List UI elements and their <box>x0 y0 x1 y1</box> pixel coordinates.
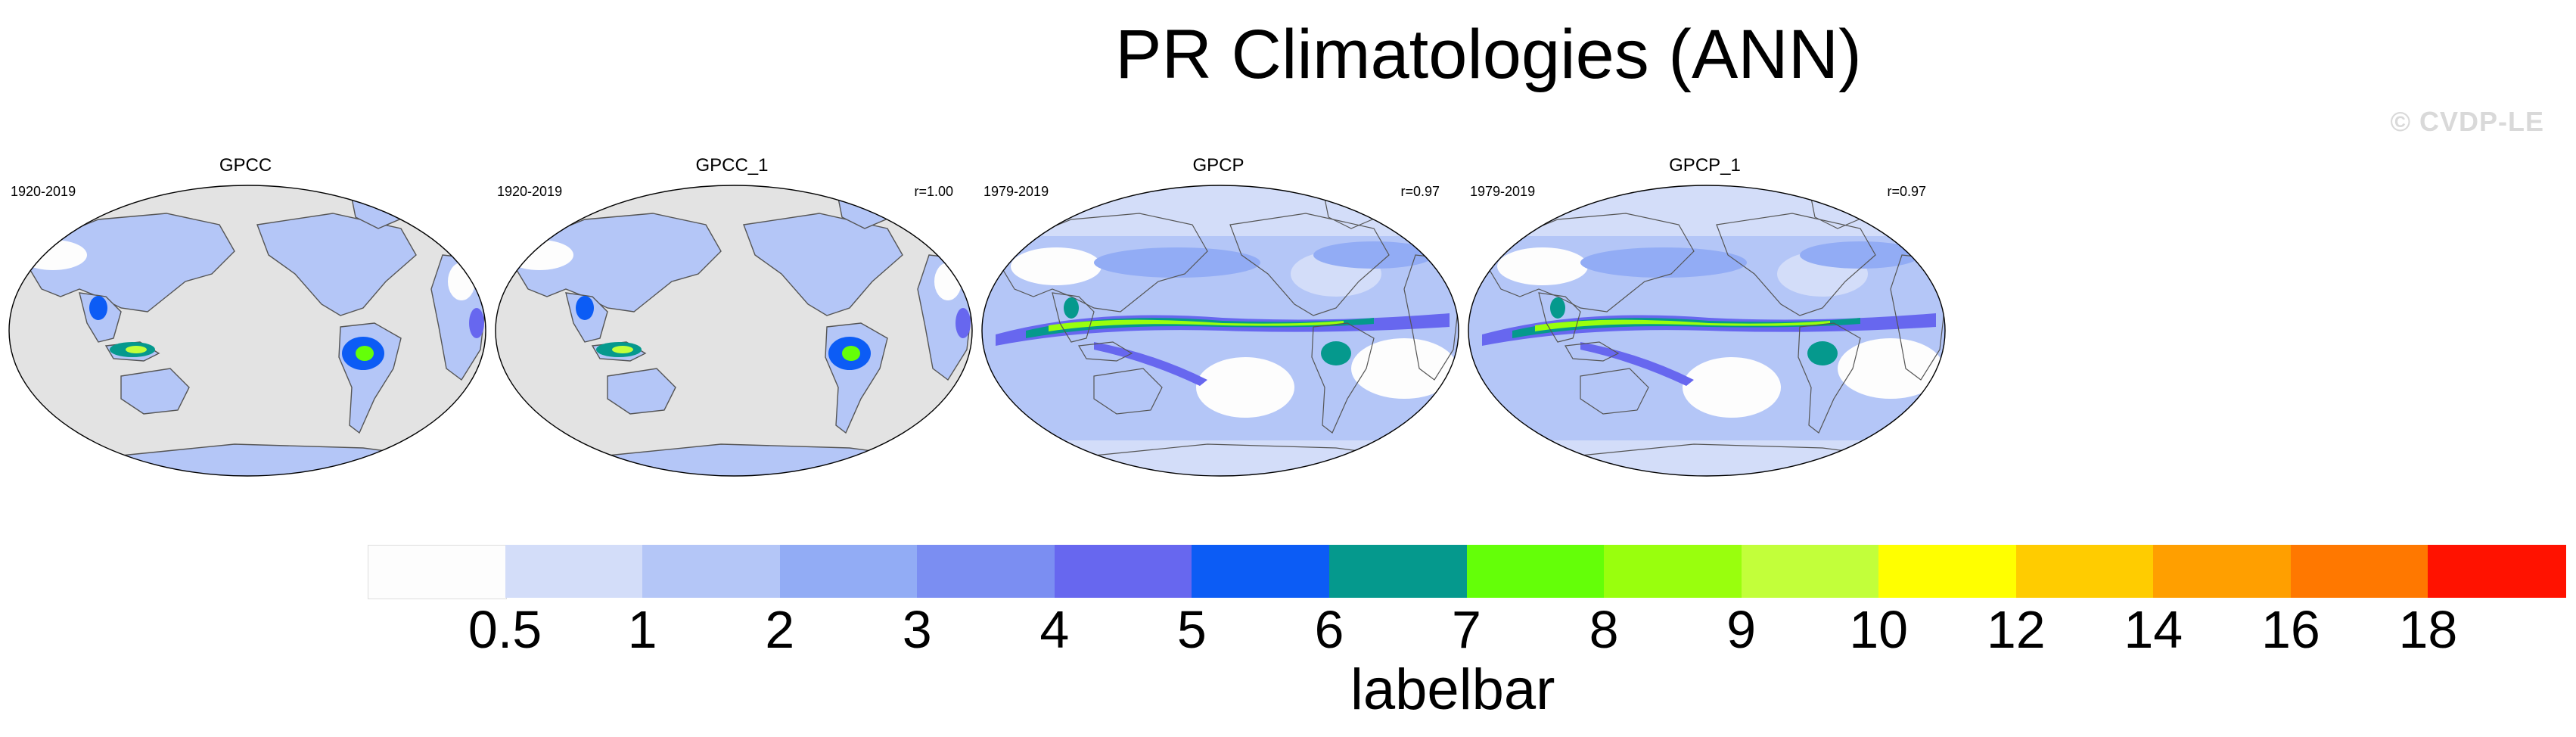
colorbar-tick-label: 5 <box>1176 600 1207 659</box>
panel-title: GPCC <box>219 155 272 176</box>
panel-title: GPCP_1 <box>1669 155 1741 176</box>
colorbar-box <box>779 545 918 598</box>
colorbar-label: labelbar <box>1350 658 1555 722</box>
panel-period: 1979-2019 <box>983 184 1049 199</box>
colorbar-box <box>1466 545 1605 598</box>
colorbar-box <box>505 545 643 598</box>
colorbar-box <box>1192 545 1330 598</box>
colorbar-tick-label: 0.5 <box>468 600 542 659</box>
colorbar-box <box>2290 545 2428 598</box>
panel-period: 1920-2019 <box>11 184 76 199</box>
map-land <box>495 185 973 477</box>
watermark: © CVDP-LE <box>2390 106 2544 137</box>
colorbar-tick-label: 18 <box>2398 600 2458 659</box>
panel-title: GPCP <box>1192 155 1244 176</box>
panel-period: 1979-2019 <box>1470 184 1536 199</box>
colorbar-tick-label: 2 <box>765 600 795 659</box>
colorbar <box>368 545 2566 599</box>
colorbar-box <box>1741 545 1879 598</box>
colorbar-box <box>368 545 508 599</box>
colorbar-tick-label: 6 <box>1314 600 1344 659</box>
colorbar-tick-label: 10 <box>1849 600 1909 659</box>
colorbar-tick-label: 7 <box>1452 600 1481 659</box>
colorbar-box <box>642 545 781 598</box>
colorbar-box <box>1054 545 1192 598</box>
map-land <box>8 185 486 477</box>
colorbar-tick-label: 8 <box>1589 600 1619 659</box>
colorbar-box <box>1604 545 1742 598</box>
colorbar-box <box>2428 545 2566 598</box>
panel-period: 1920-2019 <box>497 184 563 199</box>
panel-correlation: r=0.97 <box>1400 184 1440 199</box>
colorbar-tick-label: 14 <box>2124 600 2183 659</box>
figure-title: PR Climatologies (ANN) <box>1115 16 1862 93</box>
colorbar-box <box>1328 545 1467 598</box>
colorbar-box <box>2015 545 2154 598</box>
colorbar-box <box>2153 545 2292 598</box>
colorbar-box <box>917 545 1055 598</box>
colorbar-tick-label: 12 <box>1986 600 2046 659</box>
map-global <box>981 185 1459 477</box>
map-global <box>1468 185 1946 477</box>
map-panel-gpcp: GPCP 1979-2019 r=0.97 <box>974 155 1462 480</box>
colorbar-box <box>1878 545 2017 598</box>
colorbar-tick-label: 1 <box>627 600 657 659</box>
colorbar-tick-label: 9 <box>1726 600 1757 659</box>
colorbar-tick-label: 3 <box>902 600 932 659</box>
colorbar-tick-label: 4 <box>1039 600 1070 659</box>
panel-correlation: r=1.00 <box>914 184 953 199</box>
map-panel-gpcc-1: GPCC_1 1920-2019 r=1.00 <box>488 155 976 480</box>
map-panel-gpcc: GPCC 1920-2019 <box>2 155 489 480</box>
panel-correlation: r=0.97 <box>1887 184 1926 199</box>
panel-title: GPCC_1 <box>695 155 769 176</box>
colorbar-tick-label: 16 <box>2261 600 2320 659</box>
map-panel-gpcp-1: GPCP_1 1979-2019 r=0.97 <box>1461 155 1949 480</box>
